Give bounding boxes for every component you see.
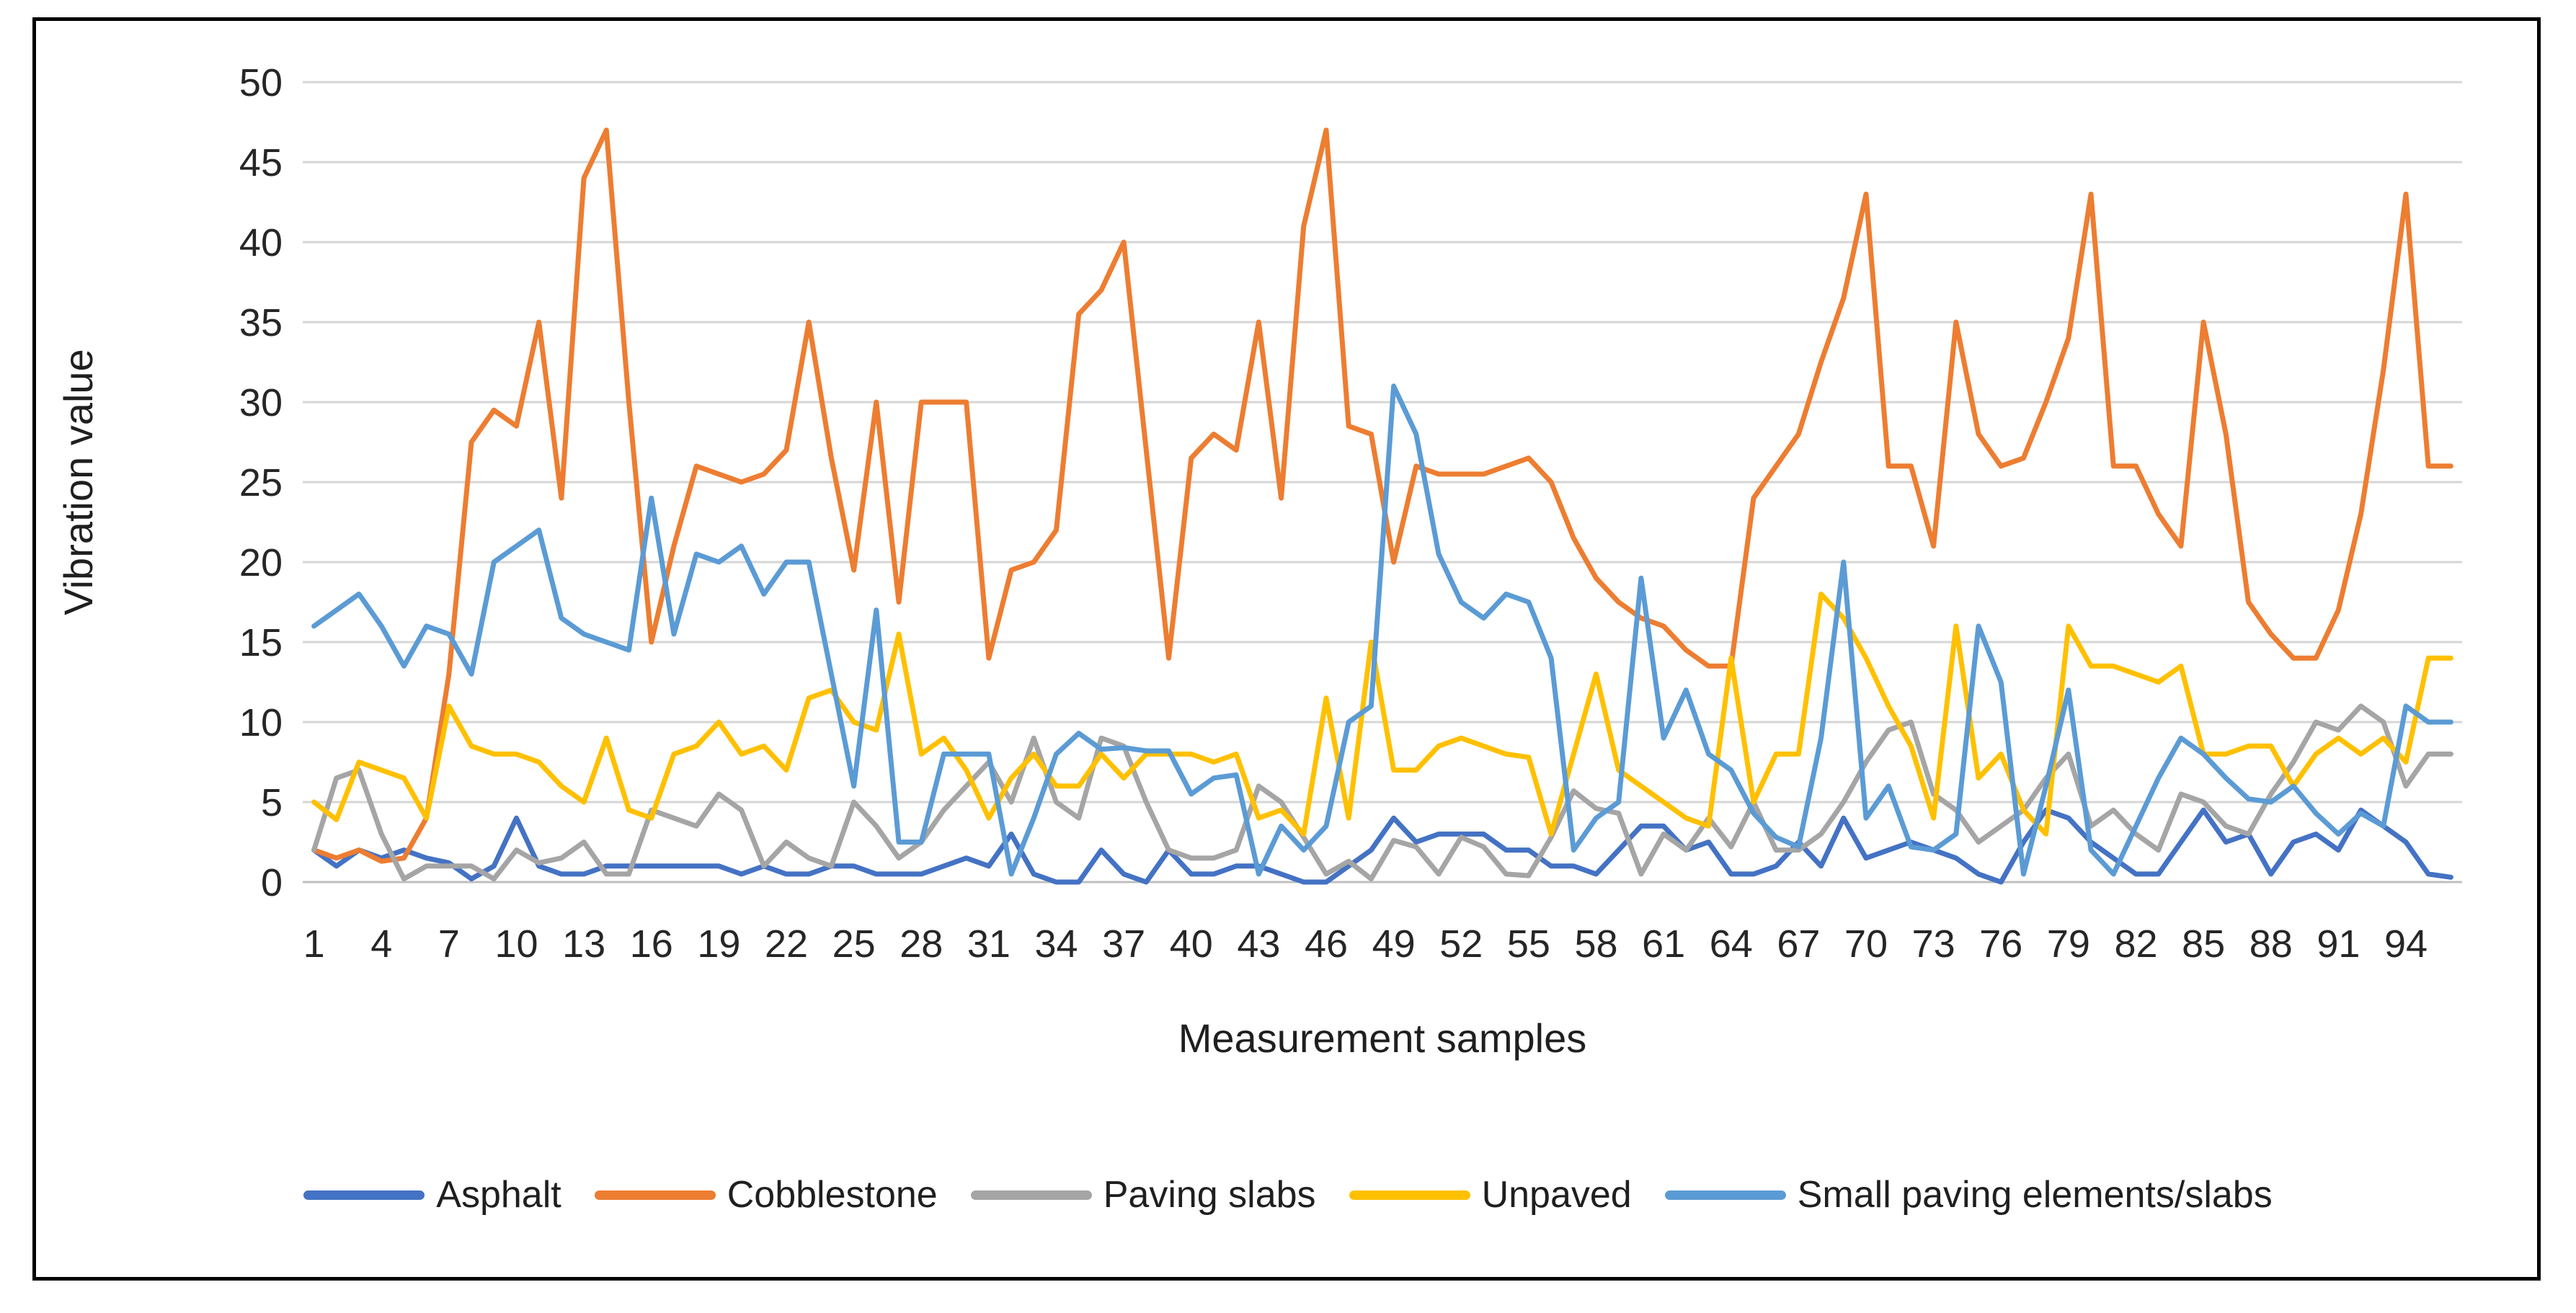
series-line-small-paving-elements-slabs[interactable] <box>311 383 2453 877</box>
y-axis-tick-labels: 0 5 10 15 20 25 30 35 40 45 50 <box>239 61 283 904</box>
x-tick-label: 19 <box>697 922 740 966</box>
x-tick-label: 13 <box>562 922 605 966</box>
x-tick-label: 34 <box>1034 922 1078 966</box>
legend-item-asphalt[interactable]: Asphalt <box>303 1176 561 1214</box>
y-tick-label: 30 <box>239 381 283 424</box>
y-tick-label: 50 <box>239 61 283 104</box>
x-tick-label: 73 <box>1912 922 1955 966</box>
x-axis-title: Measurement samples <box>1178 1015 1586 1061</box>
x-tick-label: 76 <box>1979 922 2022 966</box>
x-tick-label: 10 <box>494 922 538 966</box>
x-tick-label: 7 <box>438 922 460 966</box>
x-tick-label: 46 <box>1305 922 1348 966</box>
x-tick-label: 82 <box>2114 922 2157 966</box>
legend-label-unpaved: Unpaved <box>1481 1174 1632 1216</box>
legend-swatch-asphalt <box>303 1190 425 1200</box>
x-tick-label: 64 <box>1710 922 1753 966</box>
x-axis-tick-labels: 1 4 7 10 13 16 19 22 25 28 31 34 37 40 43 46 49 52 55 58 61 6… <box>303 922 2428 966</box>
legend-swatch-cobblestone <box>594 1190 716 1200</box>
series-line-cobblestone[interactable] <box>311 128 2453 864</box>
x-tick-label: 22 <box>765 922 808 966</box>
series-line-paving-slabs[interactable] <box>311 703 2453 882</box>
x-tick-label: 40 <box>1170 922 1213 966</box>
x-tick-label: 94 <box>2384 922 2428 966</box>
legend-label-small-paving: Small paving elements/slabs <box>1797 1174 2273 1216</box>
x-tick-label: 4 <box>370 922 392 966</box>
chart-legend: Asphalt Cobblestone Paving slabs Unpaved… <box>0 1166 2576 1224</box>
legend-label-paving-slabs: Paving slabs <box>1103 1174 1316 1216</box>
x-tick-label: 61 <box>1642 922 1685 966</box>
x-tick-label: 67 <box>1777 922 1820 966</box>
x-tick-label: 55 <box>1507 922 1550 966</box>
y-axis-title: Vibration value <box>55 349 101 615</box>
legend-swatch-small-paving <box>1664 1190 1786 1200</box>
y-tick-label: 5 <box>261 781 283 824</box>
legend-label-cobblestone: Cobblestone <box>727 1174 938 1216</box>
x-tick-label: 37 <box>1102 922 1145 966</box>
x-tick-label: 88 <box>2249 922 2293 966</box>
legend-item-unpaved[interactable]: Unpaved <box>1349 1176 1632 1214</box>
series-line-unpaved[interactable] <box>311 591 2453 837</box>
y-tick-label: 40 <box>239 221 283 264</box>
y-tick-label: 0 <box>261 861 283 904</box>
series-lines <box>311 128 2453 885</box>
gridlines <box>303 81 2462 884</box>
x-tick-label: 58 <box>1574 922 1617 966</box>
y-tick-label: 15 <box>239 621 283 664</box>
x-tick-label: 70 <box>1844 922 1888 966</box>
legend-swatch-paving-slabs <box>970 1190 1092 1200</box>
series-line-asphalt[interactable] <box>311 807 2453 885</box>
y-tick-label: 35 <box>239 301 283 344</box>
x-tick-label: 85 <box>2182 922 2225 966</box>
x-tick-label: 52 <box>1439 922 1483 966</box>
legend-item-small-paving[interactable]: Small paving elements/slabs <box>1664 1174 2273 1216</box>
legend-item-paving-slabs[interactable]: Paving slabs <box>970 1174 1316 1216</box>
x-tick-label: 25 <box>832 922 876 966</box>
x-tick-label: 79 <box>2047 922 2090 966</box>
y-tick-label: 45 <box>239 141 283 184</box>
legend-label-asphalt: Asphalt <box>436 1174 561 1216</box>
x-tick-label: 1 <box>303 922 325 966</box>
x-tick-label: 28 <box>900 922 943 966</box>
x-tick-label: 16 <box>630 922 673 966</box>
y-tick-label: 25 <box>239 461 283 504</box>
y-tick-label: 10 <box>239 701 283 744</box>
x-tick-label: 31 <box>967 922 1011 966</box>
legend-item-cobblestone[interactable]: Cobblestone <box>594 1174 938 1216</box>
legend-swatch-unpaved <box>1349 1190 1470 1200</box>
y-tick-label: 20 <box>239 541 283 584</box>
x-tick-label: 49 <box>1372 922 1416 966</box>
x-tick-label: 43 <box>1237 922 1280 966</box>
x-tick-label: 91 <box>2317 922 2360 966</box>
